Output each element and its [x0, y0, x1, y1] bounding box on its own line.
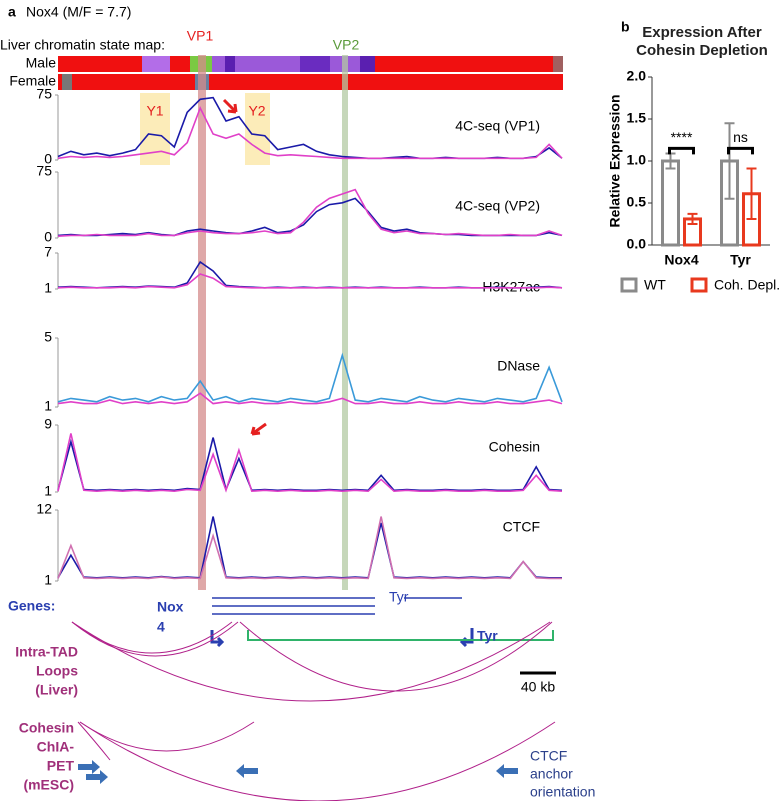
gene-small-label: Tyr — [389, 589, 409, 605]
chia-label: Cohesin — [19, 720, 74, 736]
error-bar — [724, 122, 735, 200]
y-tick-label: 12 — [36, 501, 52, 517]
state — [553, 56, 563, 72]
track-title: CTCF — [503, 519, 540, 535]
state — [300, 56, 330, 72]
state — [142, 56, 170, 72]
y-tick-label: 0.0 — [627, 236, 647, 252]
y-tick-label: 1.5 — [627, 110, 647, 126]
panel-label: a — [8, 4, 16, 20]
state — [225, 56, 235, 72]
y-tick-label: 1 — [44, 483, 52, 499]
male-label: Male — [26, 55, 57, 71]
gene-name: Tyr — [477, 628, 498, 644]
state — [360, 56, 375, 72]
signal-line — [57, 188, 563, 237]
error-bar — [687, 212, 698, 225]
heading: Nox4 (M/F = 7.7) — [26, 4, 131, 20]
y-tick-label: 75 — [36, 86, 52, 102]
chromatin-label: Liver chromatin state map: — [0, 37, 165, 53]
gene-models — [210, 597, 554, 648]
legend-label: Coh. Depl. — [714, 277, 780, 293]
y-axis-label: Relative Expression — [607, 94, 623, 227]
vp1-label: VP1 — [187, 28, 214, 44]
legend-swatch — [690, 277, 708, 293]
chia-label: ChIA- — [37, 739, 75, 755]
x-tick-label: Tyr — [730, 252, 751, 268]
y-tick-label: 0 — [44, 151, 52, 167]
y-tick-label: 0.5 — [627, 194, 647, 210]
significance-bracket — [727, 146, 754, 155]
track-title: 4C-seq (VP2) — [455, 198, 540, 214]
signal-line — [57, 437, 563, 493]
x-tick-label: Nox4 — [664, 252, 698, 268]
ctcf-label: anchor — [530, 766, 573, 782]
track-title: 4C-seq (VP1) — [455, 118, 540, 134]
chart-title: Expression After Cohesin Depletion — [636, 24, 768, 59]
significance-bracket — [668, 146, 695, 155]
loops-label: (Liver) — [35, 682, 78, 698]
panel-label: b — [621, 19, 630, 35]
gene-name: 4 — [157, 619, 165, 635]
ctcf-label: orientation — [530, 784, 595, 800]
state — [212, 56, 372, 72]
significance-label: **** — [671, 129, 693, 145]
loops — [71, 621, 556, 801]
signal-line — [57, 433, 563, 493]
signal-line — [57, 516, 562, 580]
state — [62, 74, 72, 90]
y-tick-label: 1.0 — [627, 152, 647, 168]
y-tick-label: 9 — [44, 416, 52, 432]
chia-label: PET — [47, 758, 75, 774]
anchor-arrows — [78, 760, 518, 784]
y-tick-label: 75 — [36, 163, 52, 179]
signal-line — [57, 516, 562, 579]
vp2-label: VP2 — [333, 37, 360, 53]
y-tick-label: 5 — [44, 329, 52, 345]
y-tick-label: 7 — [44, 244, 52, 260]
female-track — [58, 74, 563, 90]
legend-swatch — [620, 277, 638, 293]
y2-label: Y2 — [248, 103, 265, 119]
female-label: Female — [9, 73, 56, 89]
track-title: Cohesin — [489, 439, 540, 455]
y-tick-label: 1 — [44, 280, 52, 296]
significance-label: ns — [733, 129, 748, 145]
signal-line — [57, 105, 563, 160]
y1-label: Y1 — [146, 103, 163, 119]
signal-line — [57, 392, 563, 405]
scale-label: 40 kb — [521, 679, 555, 695]
bar — [661, 159, 680, 247]
loops-label: Intra-TAD — [15, 644, 78, 660]
signal-line — [57, 273, 563, 289]
track-title: DNase — [497, 358, 540, 374]
arrow — [250, 422, 267, 436]
gene-name: Nox — [157, 599, 184, 615]
y-tick-label: 1 — [44, 398, 52, 414]
y-tick-label: 1 — [44, 572, 52, 588]
vp2-band — [342, 55, 348, 590]
chromatin-map — [58, 56, 563, 90]
loops-label: Loops — [36, 663, 78, 679]
chia-label: (mESC) — [23, 777, 74, 793]
error-bar — [746, 167, 757, 220]
track-title: H3K27ac — [482, 279, 540, 295]
arrow — [222, 98, 238, 114]
vp1-band — [198, 55, 206, 590]
y-tick-label: 0 — [44, 229, 52, 245]
genes-label: Genes: — [8, 598, 55, 614]
legend-label: WT — [644, 277, 666, 293]
ctcf-label: CTCF — [530, 748, 567, 764]
y-tick-label: 2.0 — [627, 68, 647, 84]
signal-line — [57, 352, 563, 403]
